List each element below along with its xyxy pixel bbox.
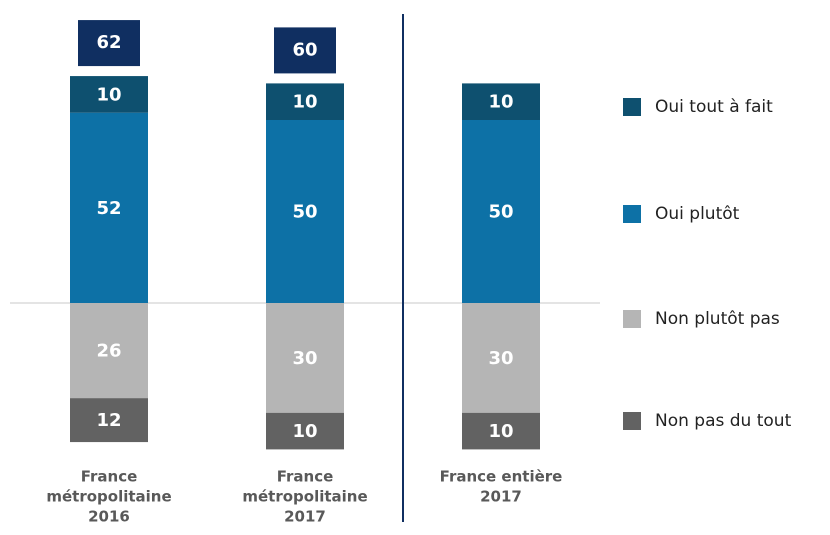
bar-segment [462,412,540,450]
bar-segment [462,83,540,120]
legend-swatch [623,412,641,430]
data-label: 10 [488,421,513,442]
category-label: 2017 [480,488,522,506]
data-label: 10 [292,92,317,113]
total-box [274,27,336,74]
legend-label: Non plutôt pas [655,309,780,329]
bar-segment [70,76,148,113]
legend-swatch [623,310,641,328]
data-label: 10 [488,92,513,113]
bar-segment [266,303,344,413]
category-label: métropolitaine [242,488,367,506]
total-label: 60 [292,39,317,60]
category-label: France entière [440,468,563,486]
bar-segment [266,120,344,303]
data-label: 50 [292,202,317,223]
bar-segment [70,303,148,399]
total-label: 62 [96,32,121,53]
total-box [78,20,140,67]
category-label: France [81,468,138,486]
bar-segment [70,398,148,443]
legend-label: Oui tout à fait [655,97,773,117]
bar-segment [266,412,344,450]
data-label: 26 [96,341,121,362]
legend-label: Non pas du tout [655,411,792,431]
data-label: 30 [292,348,317,369]
data-label: 10 [96,84,121,105]
data-label: 10 [292,421,317,442]
bar-segment [70,112,148,304]
legend-swatch [623,205,641,223]
category-label: 2016 [88,508,130,526]
data-label: 30 [488,348,513,369]
legend-label: Oui plutôt [655,204,740,224]
data-label: 52 [96,198,121,219]
legend-swatch [623,98,641,116]
category-label: France [277,468,334,486]
bar-segment [462,303,540,413]
category-label: métropolitaine [46,488,171,506]
data-label: 12 [96,410,121,431]
bar-segment [462,120,540,303]
data-label: 50 [488,202,513,223]
bar-segment [266,83,344,120]
category-label: 2017 [284,508,326,526]
